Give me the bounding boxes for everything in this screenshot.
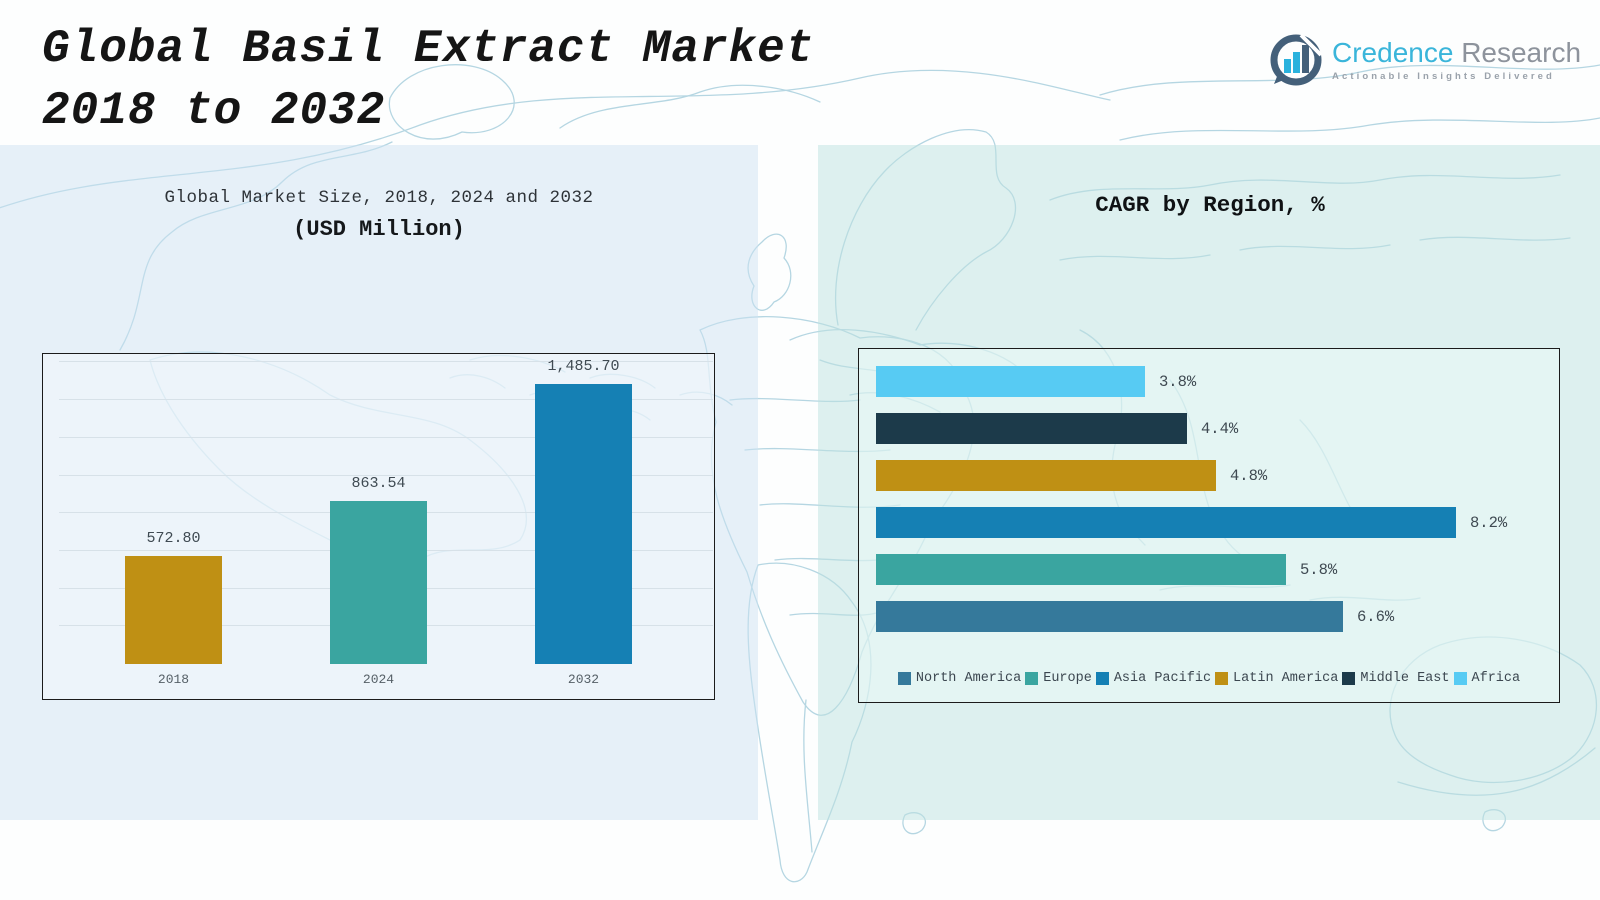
legend-swatch [897, 672, 911, 685]
cagr-bar-Asia Pacific [876, 507, 1456, 538]
x-axis-label: 2032 [567, 672, 600, 687]
legend-swatch [1342, 672, 1356, 685]
cagr-value-label: 8.2% [1470, 513, 1508, 532]
legend-swatch [1025, 672, 1039, 685]
gridline [59, 436, 713, 438]
legend-swatch [1453, 672, 1467, 685]
cagr-bar-North America [876, 601, 1343, 632]
market-size-chart: 572.80 2018 863.54 2024 1,485.70 2032 [42, 353, 715, 700]
cagr-legend: North America Europe Asia Pacific Latin Ame… [859, 671, 1559, 686]
legend-label: Europe [1043, 671, 1092, 686]
cagr-row-Europe: 5.8% [876, 554, 1559, 585]
bar-column-2024: 863.54 2024 [330, 475, 427, 687]
cagr-chart-title: CAGR by Region, % [1095, 192, 1325, 218]
cagr-row-Middle East: 4.4% [876, 413, 1559, 444]
legend-swatch [1095, 672, 1109, 685]
bar-column-2018: 572.80 2018 [125, 530, 222, 687]
x-axis-label: 2024 [362, 672, 395, 687]
page-title-line1: Global Basil Extract Market [42, 23, 815, 75]
cagr-bar-Latin America [876, 460, 1216, 491]
market-size-chart-header: Global Market Size, 2018, 2024 and 2032 … [40, 188, 718, 242]
cagr-row-Asia Pacific: 8.2% [876, 507, 1559, 538]
page-title-line2: 2018 to 2032 [42, 85, 386, 137]
market-size-chart-title: Global Market Size, 2018, 2024 and 2032 [164, 188, 594, 208]
brand-logo: Credence Research Actionable Insights De… [1268, 32, 1581, 88]
cagr-row-Latin America: 4.8% [876, 460, 1559, 491]
cagr-row-North America: 6.6% [876, 601, 1559, 632]
bar-value-label: 1,485.70 [547, 358, 620, 375]
cagr-value-label: 3.8% [1159, 372, 1197, 391]
x-axis-label: 2018 [157, 672, 190, 687]
bar-chart-speech-bubble-icon [1270, 33, 1323, 86]
bar-2018 [125, 556, 222, 664]
bar-value-label: 572.80 [146, 530, 201, 547]
legend-label: Asia Pacific [1113, 671, 1212, 686]
cagr-row-Africa: 3.8% [876, 366, 1559, 397]
legend-swatch [1215, 672, 1229, 685]
legend-item-Africa: Africa [1453, 671, 1521, 686]
cagr-bars: 3.8% 4.4% 4.8% 8.2% 5.8% 6.6% [876, 366, 1559, 648]
legend-label: North America [915, 671, 1022, 686]
legend-item-Middle East: Middle East [1342, 671, 1450, 686]
page-title: Global Basil Extract Market 2018 to 2032 [42, 18, 814, 142]
legend-item-Asia Pacific: Asia Pacific [1095, 671, 1212, 686]
cagr-bar-Middle East [876, 413, 1187, 444]
bar-2032 [535, 384, 632, 664]
cagr-value-label: 5.8% [1300, 560, 1338, 579]
gridline [59, 399, 713, 401]
brand-name-secondary: Research [1461, 37, 1582, 68]
legend-item-Europe: Europe [1025, 671, 1092, 686]
cagr-value-label: 4.4% [1201, 419, 1239, 438]
market-size-chart-subtitle: (USD Million) [293, 217, 465, 242]
brand-logo-text: Credence Research Actionable Insights De… [1332, 32, 1582, 83]
brand-name-primary: Credence [1332, 37, 1454, 68]
bar-2024 [330, 501, 427, 664]
bar-column-2032: 1,485.70 2032 [535, 358, 632, 687]
brand-tagline: Actionable Insights Delivered [1332, 71, 1555, 82]
cagr-bar-Africa [876, 366, 1145, 397]
market-size-bars: 572.80 2018 863.54 2024 1,485.70 2032 [43, 352, 714, 687]
legend-item-North America: North America [897, 671, 1022, 686]
gridline [59, 361, 713, 363]
gridline [59, 474, 713, 476]
cagr-value-label: 4.8% [1230, 466, 1268, 485]
bar-value-label: 863.54 [351, 475, 406, 492]
cagr-bar-Europe [876, 554, 1286, 585]
cagr-chart: 3.8% 4.4% 4.8% 8.2% 5.8% 6.6% North America Eu… [858, 348, 1560, 703]
legend-label: Latin America [1233, 671, 1339, 686]
cagr-value-label: 6.6% [1357, 607, 1395, 626]
legend-label: Middle East [1360, 671, 1450, 686]
legend-label: Africa [1471, 671, 1521, 686]
legend-item-Latin America: Latin America [1215, 671, 1338, 686]
